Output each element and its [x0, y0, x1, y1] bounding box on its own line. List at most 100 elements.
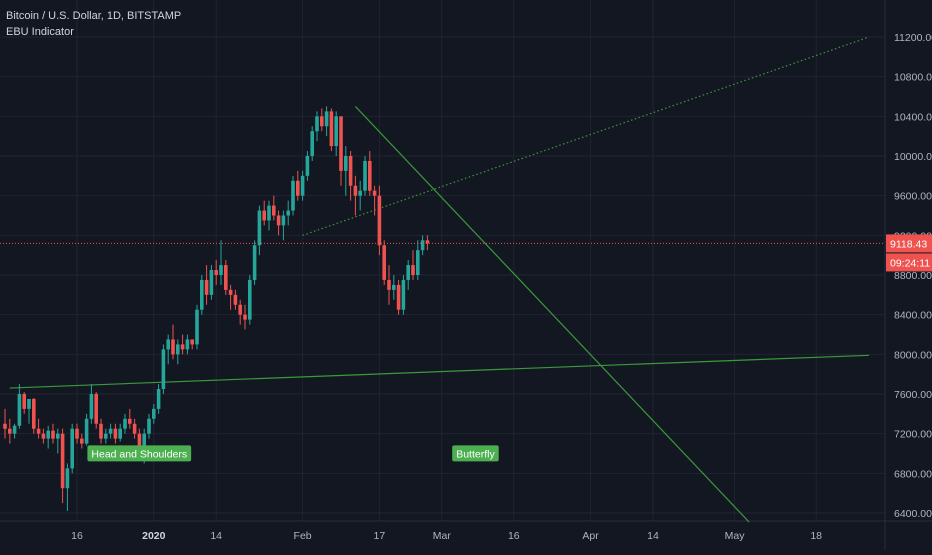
candle — [420, 235, 425, 256]
candle — [56, 428, 60, 454]
candle — [219, 240, 223, 285]
candle-body — [420, 240, 425, 251]
candle — [382, 240, 386, 285]
candle — [94, 392, 98, 429]
candle-body — [406, 265, 410, 280]
candle-body — [56, 433, 60, 439]
pattern-label-box — [452, 445, 499, 462]
candle-body — [334, 116, 338, 147]
candle-body — [310, 131, 314, 156]
candle — [320, 108, 324, 132]
candle — [305, 151, 310, 181]
candle — [36, 418, 41, 439]
candle — [190, 339, 194, 350]
trendline-descending — [354, 106, 750, 523]
candle — [267, 200, 271, 231]
candle — [353, 175, 358, 216]
current-price-value: 9118.43 — [890, 238, 927, 250]
candle-body — [320, 116, 324, 127]
price-tick-label: 6800.00 — [894, 468, 932, 480]
candle-body — [425, 240, 430, 244]
candle-body — [329, 111, 334, 147]
candle — [60, 428, 65, 504]
candle — [22, 392, 26, 414]
candle-body — [80, 438, 84, 444]
time-tick-label: 14 — [210, 530, 222, 542]
symbol-title[interactable]: Bitcoin / U.S. Dollar, 1D, BITSTAMP — [6, 10, 182, 22]
candle-body — [411, 265, 415, 275]
indicator-label[interactable]: EBU Indicator — [6, 26, 74, 38]
candle — [32, 397, 36, 434]
candle-body — [353, 185, 358, 196]
price-tick-label: 8000.00 — [894, 349, 932, 361]
candle-body — [156, 389, 161, 409]
candle — [348, 151, 353, 201]
candle — [147, 413, 151, 439]
candle — [276, 210, 281, 236]
candle — [334, 111, 338, 156]
candle — [176, 339, 180, 365]
candle — [204, 265, 209, 305]
price-tick-label: 8800.00 — [894, 270, 932, 282]
candle-body — [132, 423, 137, 434]
time-tick-label: Apr — [582, 530, 599, 542]
candle-body — [296, 180, 300, 196]
candle — [406, 260, 410, 290]
candle — [41, 428, 46, 444]
candle-body — [195, 309, 199, 345]
candle — [118, 423, 122, 442]
time-tick-label: May — [725, 530, 746, 542]
candle-body — [152, 408, 156, 419]
candle-body — [171, 339, 175, 355]
candle-body — [12, 425, 17, 434]
time-tick-label: 16 — [508, 530, 520, 542]
candle-body — [252, 245, 257, 280]
candle-body — [324, 111, 329, 127]
candle — [185, 334, 190, 355]
candle — [8, 418, 12, 444]
candle — [377, 185, 382, 256]
time-tick-label: 2020 — [142, 530, 166, 542]
candle — [233, 289, 238, 310]
price-tick-label: 10400.00 — [894, 111, 932, 123]
candle — [17, 384, 22, 429]
candle — [315, 111, 319, 142]
candle — [257, 205, 262, 256]
candle — [392, 275, 396, 300]
candle-body — [281, 215, 286, 226]
candle — [132, 418, 137, 439]
candle — [200, 275, 204, 315]
trendline-ascending — [302, 36, 870, 236]
candle-body — [41, 433, 46, 439]
candle — [195, 304, 199, 350]
candle-body — [286, 210, 290, 216]
candle-body — [3, 423, 7, 429]
candle-body — [17, 394, 22, 426]
candle-body — [142, 433, 146, 454]
candle — [123, 413, 127, 434]
candle — [339, 116, 343, 186]
candle-body — [272, 205, 276, 216]
price-tick-label: 9600.00 — [894, 191, 932, 203]
candle-body — [8, 428, 12, 434]
candle — [401, 275, 406, 315]
candle — [99, 418, 103, 444]
candle-body — [401, 279, 406, 310]
candle-body — [99, 423, 103, 439]
candle — [51, 423, 55, 444]
candle-body — [248, 279, 252, 320]
candle — [310, 126, 314, 161]
candle — [396, 279, 401, 315]
candle-body — [368, 160, 372, 191]
candle-body — [382, 245, 386, 280]
time-tick-label: Feb — [294, 530, 312, 542]
candle-body — [396, 284, 401, 310]
candle-body — [305, 156, 310, 176]
candle-body — [224, 265, 228, 290]
candle-body — [166, 339, 170, 350]
candle-body — [118, 428, 122, 439]
candle — [80, 433, 84, 449]
candle — [128, 408, 132, 429]
